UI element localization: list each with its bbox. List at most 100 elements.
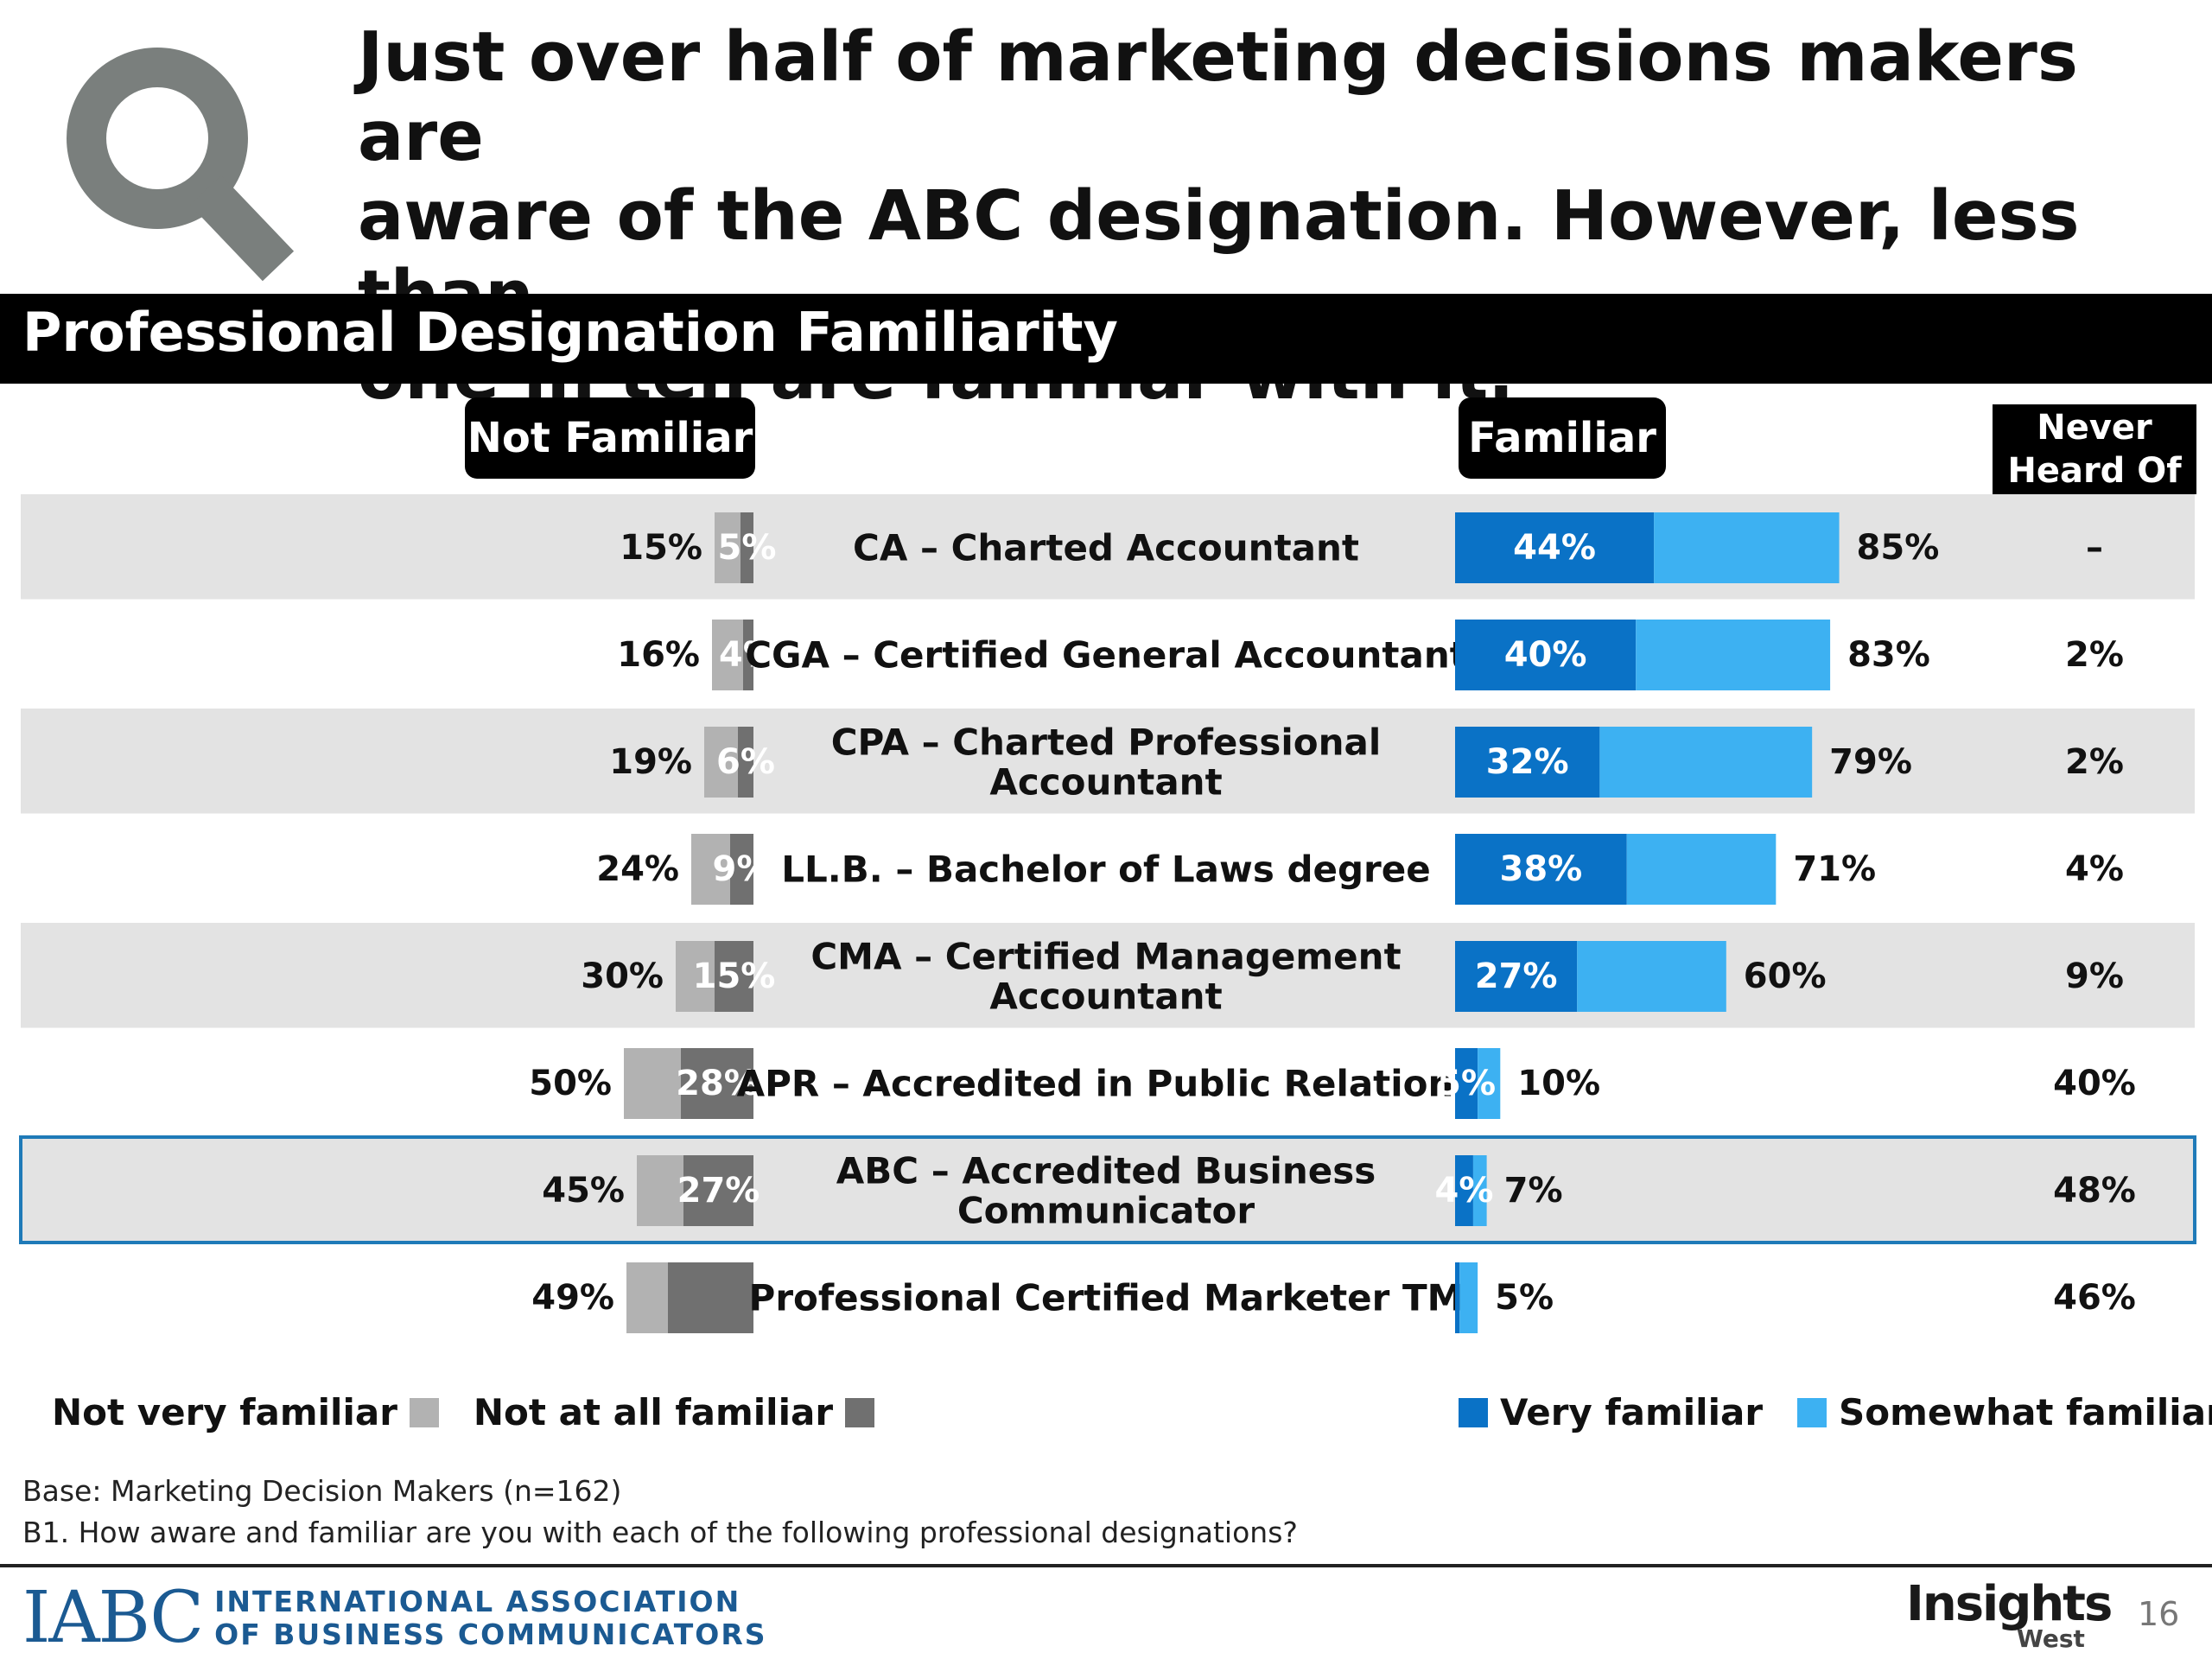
row-band bbox=[21, 709, 2195, 814]
label-never-heard-of: 40% bbox=[2053, 1064, 2136, 1103]
bar-somewhat-familiar bbox=[1577, 941, 1726, 1012]
bar-not-at-all-familiar bbox=[741, 512, 753, 583]
footnote-question: B1. How aware and familiar are you with … bbox=[22, 1516, 1298, 1549]
bar-somewhat-familiar bbox=[1654, 512, 1840, 583]
label-very-familiar: 44% bbox=[1513, 528, 1596, 568]
section-band bbox=[0, 294, 2212, 384]
bar-not-very-familiar bbox=[676, 941, 715, 1012]
legend-label-not-at-all-familiar: Not at all familiar bbox=[473, 1391, 834, 1433]
category-label: APR – Accredited in Public Relations bbox=[737, 1063, 1476, 1105]
never-heard-header-line-2: Heard Of bbox=[2007, 451, 2182, 491]
label-very-familiar: 32% bbox=[1486, 742, 1569, 782]
bar-very-familiar bbox=[1455, 1155, 1473, 1226]
label-very-familiar: 38% bbox=[1499, 849, 1582, 889]
label-not-at-all-familiar: 15% bbox=[693, 957, 776, 996]
legend-label-not-very-familiar: Not very familiar bbox=[52, 1391, 397, 1433]
legend-swatch-very-familiar bbox=[1459, 1397, 1488, 1427]
label-familiar-total: 83% bbox=[1847, 635, 1930, 675]
label-familiar-total: 10% bbox=[1517, 1064, 1600, 1103]
bar-somewhat-familiar bbox=[1626, 834, 1777, 905]
iabc-logo-mark: IABC bbox=[22, 1577, 204, 1659]
label-never-heard-of: 2% bbox=[2065, 635, 2124, 675]
category-label: CMA – Certified Management bbox=[810, 936, 1401, 978]
label-not-familiar-total: 50% bbox=[529, 1064, 612, 1103]
legend-familiar: Very familiar Somewhat familiar bbox=[1459, 1391, 2212, 1433]
label-never-heard-of: 46% bbox=[2053, 1278, 2136, 1318]
label-not-at-all-familiar: 6% bbox=[716, 742, 775, 782]
label-familiar-total: 7% bbox=[1504, 1171, 1563, 1211]
label-familiar-total: 71% bbox=[1793, 849, 1876, 889]
iabc-logo: IABC INTERNATIONAL ASSOCIATION OF BUSINE… bbox=[22, 1577, 767, 1659]
headline-line-1: Just over half of marketing decisions ma… bbox=[358, 17, 2078, 176]
bar-very-familiar bbox=[1455, 834, 1627, 905]
never-heard-header-line-1: Never bbox=[2037, 408, 2152, 448]
label-familiar-total: 5% bbox=[1495, 1278, 1554, 1318]
category-label: Accountant bbox=[989, 761, 1222, 804]
label-very-familiar: 4% bbox=[1434, 1171, 1493, 1211]
bar-somewhat-familiar bbox=[1636, 620, 1831, 690]
insights-west-logo-main: Insights bbox=[1906, 1576, 2113, 1632]
familiarity-chart: 5% 15% CA – Charted Accountant 44% 85% – 4% 16%… bbox=[19, 494, 2196, 1352]
label-very-familiar: 40% bbox=[1504, 635, 1587, 675]
label-very-familiar: 5% bbox=[1437, 1064, 1496, 1103]
label-familiar-total: 60% bbox=[1744, 957, 1827, 996]
legend-not-familiar: Not very familiar Not at all familiar bbox=[52, 1391, 875, 1433]
label-not-familiar-total: 49% bbox=[531, 1278, 614, 1318]
label-not-at-all-familiar: 9% bbox=[713, 849, 772, 889]
highlight-row-border bbox=[19, 1135, 2196, 1244]
label-not-at-all-familiar: 28% bbox=[676, 1064, 759, 1103]
category-label: Accountant bbox=[989, 976, 1222, 1018]
bar-not-very-familiar bbox=[624, 1048, 681, 1119]
label-never-heard-of: – bbox=[2086, 528, 2103, 568]
label-never-heard-of: 9% bbox=[2065, 957, 2124, 996]
bar-very-familiar bbox=[1455, 727, 1600, 798]
bar-not-at-all-familiar bbox=[668, 1262, 753, 1333]
page-number: 16 bbox=[2138, 1595, 2180, 1633]
label-not-familiar-total: 24% bbox=[596, 849, 679, 889]
label-not-familiar-total: 45% bbox=[542, 1171, 625, 1211]
category-label: CA – Charted Accountant bbox=[853, 527, 1359, 569]
iabc-logo-name: INTERNATIONAL ASSOCIATION OF BUSINESS CO… bbox=[214, 1584, 766, 1651]
iabc-logo-line-1: INTERNATIONAL ASSOCIATION bbox=[214, 1584, 741, 1618]
label-never-heard-of: 4% bbox=[2065, 849, 2124, 889]
bar-very-familiar bbox=[1455, 512, 1655, 583]
bar-not-very-familiar bbox=[691, 834, 730, 905]
footnote-base: Base: Marketing Decision Makers (n=162) bbox=[22, 1474, 622, 1508]
legend-label-very-familiar: Very familiar bbox=[1500, 1391, 1764, 1433]
category-label: Professional Certified Marketer TM bbox=[749, 1277, 1464, 1319]
insights-west-logo-sub: West bbox=[2017, 1624, 2085, 1653]
label-not-familiar-total: 15% bbox=[620, 528, 702, 568]
label-not-at-all-familiar: 5% bbox=[718, 528, 777, 568]
category-label: ABC – Accredited Business bbox=[836, 1150, 1376, 1192]
bar-not-very-familiar bbox=[626, 1262, 668, 1333]
legend-swatch-not-very-familiar bbox=[409, 1397, 439, 1427]
magnifier-icon bbox=[67, 48, 295, 282]
label-familiar-total: 85% bbox=[1857, 528, 1940, 568]
bar-not-at-all-familiar bbox=[683, 1155, 753, 1226]
row-band bbox=[21, 923, 2195, 1028]
headline-line-2: aware of the ABC designation. However, l… bbox=[358, 176, 2080, 335]
bar-very-familiar bbox=[1455, 1262, 1460, 1333]
category-label: Communicator bbox=[957, 1190, 1255, 1232]
label-very-familiar: 27% bbox=[1475, 957, 1558, 996]
bar-not-at-all-familiar bbox=[715, 941, 753, 1012]
label-not-at-all-familiar: 27% bbox=[677, 1171, 760, 1211]
bar-not-at-all-familiar bbox=[743, 620, 753, 690]
category-label: LL.B. – Bachelor of Laws degree bbox=[781, 849, 1431, 891]
label-not-familiar-total: 19% bbox=[609, 742, 692, 782]
bar-not-very-familiar bbox=[637, 1155, 683, 1226]
insights-west-logo: Insights West bbox=[1897, 1573, 2113, 1659]
label-familiar-total: 79% bbox=[1829, 742, 1912, 782]
legend-label-somewhat-familiar: Somewhat familiar bbox=[1839, 1391, 2212, 1433]
bar-very-familiar bbox=[1455, 620, 1637, 690]
bar-very-familiar bbox=[1455, 1048, 1478, 1119]
bar-not-very-familiar bbox=[704, 727, 738, 798]
not-familiar-header: Not Familiar bbox=[465, 397, 755, 479]
label-not-familiar-total: 30% bbox=[581, 957, 664, 996]
section-title: Professional Designation Familiarity bbox=[22, 301, 1118, 364]
footer-rule bbox=[0, 1564, 2212, 1567]
bar-somewhat-familiar bbox=[1478, 1048, 1501, 1119]
bar-somewhat-familiar bbox=[1599, 727, 1813, 798]
familiar-header: Familiar bbox=[1459, 397, 1666, 479]
label-not-at-all-familiar: 4% bbox=[719, 635, 778, 675]
